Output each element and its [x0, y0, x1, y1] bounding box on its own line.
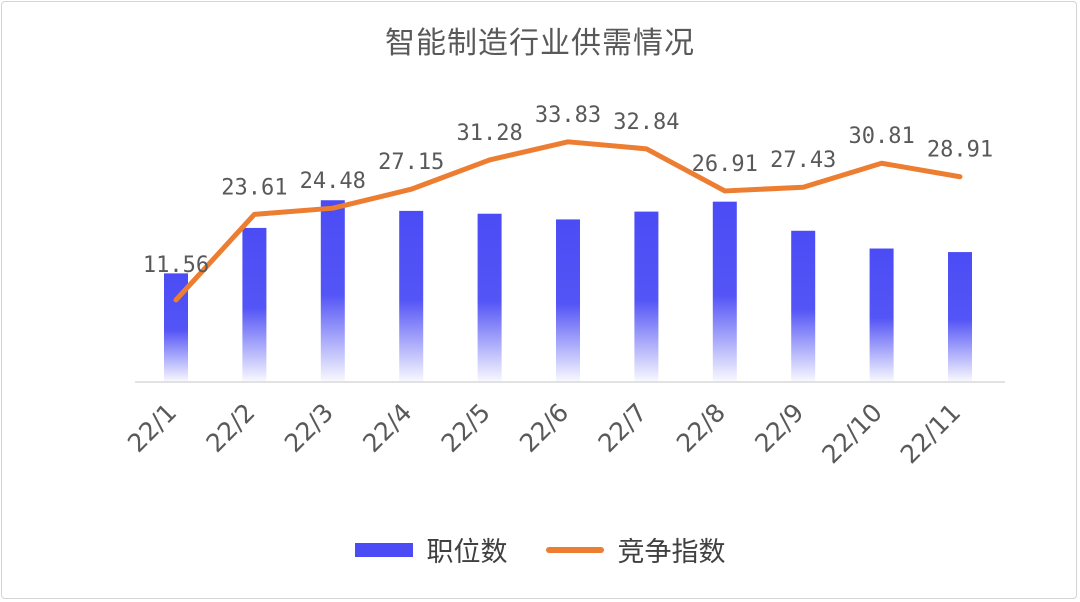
x-tick-22/4: 22/4 — [357, 398, 417, 458]
bar-22/10 — [869, 248, 894, 382]
x-tick-22/9: 22/9 — [749, 398, 809, 458]
bar-22/9 — [791, 230, 816, 382]
data-label-22/7: 32.84 — [613, 110, 679, 135]
legend-item-jobs: 职位数 — [354, 530, 508, 569]
x-tick-22/8: 22/8 — [671, 398, 731, 458]
x-tick-22/3: 22/3 — [279, 398, 339, 458]
legend-item-competition: 竞争指数 — [545, 530, 726, 569]
x-tick-22/6: 22/6 — [514, 398, 574, 458]
x-tick-22/7: 22/7 — [592, 398, 652, 458]
legend-label-competition: 竞争指数 — [617, 537, 726, 568]
bar-22/8 — [712, 201, 737, 382]
bar-22/4 — [399, 210, 424, 382]
chart-legend: 职位数 竞争指数 — [0, 530, 1080, 569]
bar-22/7 — [634, 211, 659, 382]
data-label-22/10: 30.81 — [848, 124, 914, 149]
bar-22/3 — [320, 200, 345, 382]
data-label-22/9: 27.43 — [770, 148, 836, 173]
bar-22/11 — [948, 252, 972, 382]
chart-title: 智能制造行业供需情况 — [385, 26, 695, 61]
x-tick-22/11: 22/11 — [895, 398, 966, 469]
x-tick-22/5: 22/5 — [436, 398, 496, 458]
legend-swatch-bar — [354, 542, 413, 557]
x-tick-22/2: 22/2 — [200, 398, 260, 458]
data-label-22/8: 26.91 — [692, 152, 758, 177]
data-label-22/6: 33.83 — [535, 103, 601, 128]
bar-22/2 — [242, 227, 267, 382]
bar-22/6 — [556, 219, 580, 382]
data-label-22/4: 27.15 — [378, 150, 444, 175]
data-label-22/2: 23.61 — [221, 175, 287, 200]
legend-label-jobs: 职位数 — [426, 537, 508, 568]
data-label-22/5: 31.28 — [456, 121, 522, 146]
x-tick-22/1: 22/1 — [122, 398, 182, 458]
data-label-22/11: 28.91 — [927, 138, 993, 163]
data-label-22/3: 24.48 — [300, 169, 366, 194]
legend-swatch-line — [545, 546, 604, 553]
bar-22/5 — [477, 213, 502, 382]
x-tick-22/10: 22/10 — [816, 398, 887, 469]
data-label-22/1: 11.56 — [143, 253, 209, 278]
